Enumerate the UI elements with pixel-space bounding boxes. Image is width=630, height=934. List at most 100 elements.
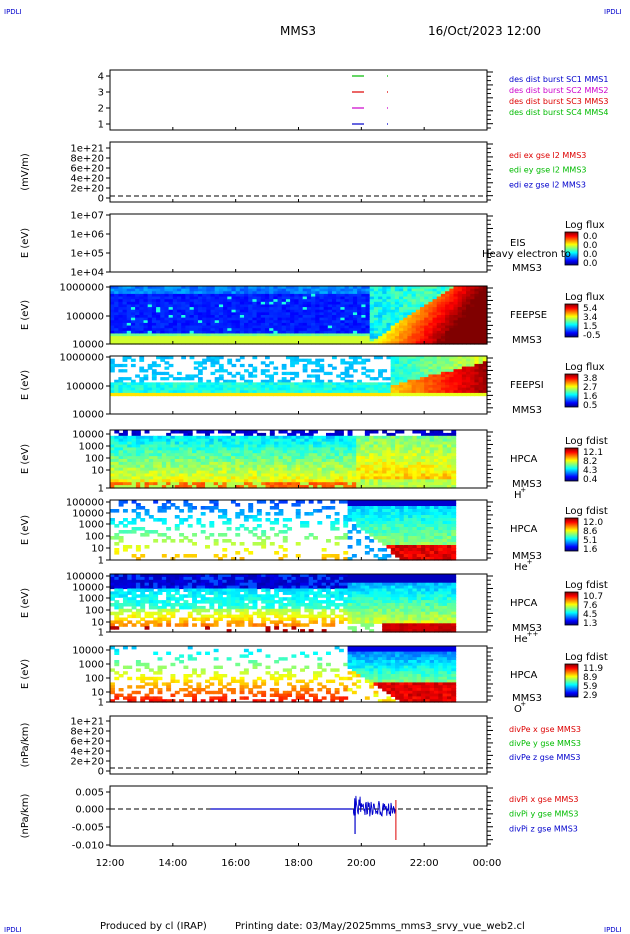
spectrogram-cell <box>227 361 233 365</box>
spectrogram-cell <box>252 450 258 454</box>
spectrogram-cell <box>248 291 254 295</box>
spectrogram-cell <box>235 312 241 316</box>
spectrogram-cell <box>390 524 396 528</box>
spectrogram-cell <box>114 320 119 324</box>
spectrogram-cell <box>265 464 271 469</box>
spectrogram-cell <box>235 430 241 434</box>
spectrogram-cell <box>478 328 484 332</box>
spectrogram-cell <box>282 530 288 534</box>
spectrogram-cell <box>373 509 379 513</box>
spectrogram-cell <box>126 291 132 295</box>
spectrogram-cell <box>277 338 283 342</box>
spectrogram-cell <box>432 356 438 360</box>
spectrogram-cell <box>290 382 295 386</box>
spectrogram-cell <box>357 361 362 365</box>
spectrogram-cell <box>256 312 262 316</box>
spectrogram-cell <box>453 392 459 397</box>
spectrogram-cell <box>403 328 409 332</box>
spectrogram-cell <box>193 387 199 391</box>
spectrogram-cell <box>110 464 115 469</box>
spectrogram-cell <box>168 288 174 292</box>
spectrogram-cell <box>356 456 362 460</box>
spectrogram-cell <box>122 330 128 335</box>
spectrogram-cell <box>416 527 422 531</box>
spectrogram-cell <box>323 371 329 376</box>
spectrogram-cell <box>174 447 180 451</box>
spectrogram-cell <box>470 320 476 324</box>
spectrogram-cell <box>193 382 199 386</box>
spectrogram-cell <box>252 374 258 378</box>
spectrogram-cell <box>407 301 413 306</box>
spectrogram-cell <box>369 296 375 300</box>
spectrogram-cell <box>151 286 157 290</box>
spectrogram-cell <box>356 441 362 446</box>
spectrogram-cell <box>373 304 379 308</box>
spectrogram-cell <box>323 382 329 386</box>
spectrogram-cell <box>264 325 270 329</box>
spectrogram-cell <box>313 430 318 434</box>
spectrogram-cell <box>222 548 228 552</box>
spectrogram-cell <box>110 304 115 308</box>
spectrogram-cell <box>230 438 236 443</box>
spectrogram-cell <box>390 542 396 546</box>
spectrogram-cell <box>185 377 191 381</box>
spectrogram-cell <box>408 503 413 507</box>
spectrogram-cell <box>308 485 314 489</box>
spectrogram-cell <box>421 539 426 543</box>
spectrogram-cell <box>446 470 452 475</box>
spectrogram-cell <box>264 374 270 378</box>
spectrogram-cell <box>352 356 358 360</box>
spectrogram-cell <box>252 527 258 531</box>
spectrogram-cell <box>177 320 182 324</box>
spectrogram-cell <box>197 336 203 340</box>
spectrogram-cell <box>357 333 362 337</box>
spectrogram-cell <box>433 444 439 448</box>
spectrogram-cell <box>416 464 422 469</box>
spectrogram-cell <box>304 438 310 443</box>
spectrogram-cell <box>139 317 145 321</box>
spectrogram-cell <box>110 338 115 342</box>
spectrogram-cell <box>390 441 396 446</box>
spectrogram-cell <box>382 438 388 443</box>
spectrogram-cell <box>131 482 137 486</box>
spectrogram-cell <box>399 317 404 321</box>
spectrogram-cell <box>369 512 375 516</box>
spectrogram-cell <box>239 322 245 327</box>
spectrogram-cell <box>264 301 270 306</box>
spectrogram-cell <box>114 467 120 472</box>
spectrogram-cell <box>235 296 241 300</box>
spectrogram-cell <box>440 309 446 313</box>
spectrogram-cell <box>306 385 312 389</box>
spectrogram-cell <box>373 317 379 321</box>
spectrogram-cell <box>343 456 349 460</box>
spectrogram-cell <box>424 322 429 327</box>
spectrogram-cell <box>412 476 418 480</box>
spectrogram-cell <box>139 387 145 391</box>
spectrogram-cell <box>157 482 163 486</box>
spectrogram-cell <box>436 291 442 295</box>
spectrogram-cell <box>243 430 249 434</box>
spectrogram-cell <box>436 288 442 292</box>
spectrogram-cell <box>181 299 186 303</box>
spectrogram-cell <box>386 539 392 543</box>
spectrogram-cell <box>344 366 350 370</box>
spectrogram-cell <box>277 317 283 321</box>
spectrogram-cell <box>482 304 488 308</box>
spectrogram-cell <box>110 479 115 483</box>
spectrogram-cell <box>357 307 362 311</box>
spectrogram-cell <box>403 506 409 510</box>
spectrogram-cell <box>222 485 228 489</box>
spectrogram-cell <box>139 338 145 342</box>
spectrogram-cell <box>336 333 341 337</box>
spectrogram-cell <box>122 382 128 386</box>
spectrogram-cell <box>440 358 446 362</box>
spectrogram-cell <box>147 315 153 319</box>
spectrogram-cell <box>421 476 426 480</box>
spectrogram-cell <box>461 293 467 298</box>
spectrogram-cell <box>411 382 417 386</box>
spectrogram-cell <box>290 390 295 394</box>
spectrogram-cell <box>470 366 476 370</box>
spectrogram-cell <box>421 461 426 466</box>
spectrogram-cell <box>110 485 115 489</box>
spectrogram-cell <box>352 369 358 373</box>
